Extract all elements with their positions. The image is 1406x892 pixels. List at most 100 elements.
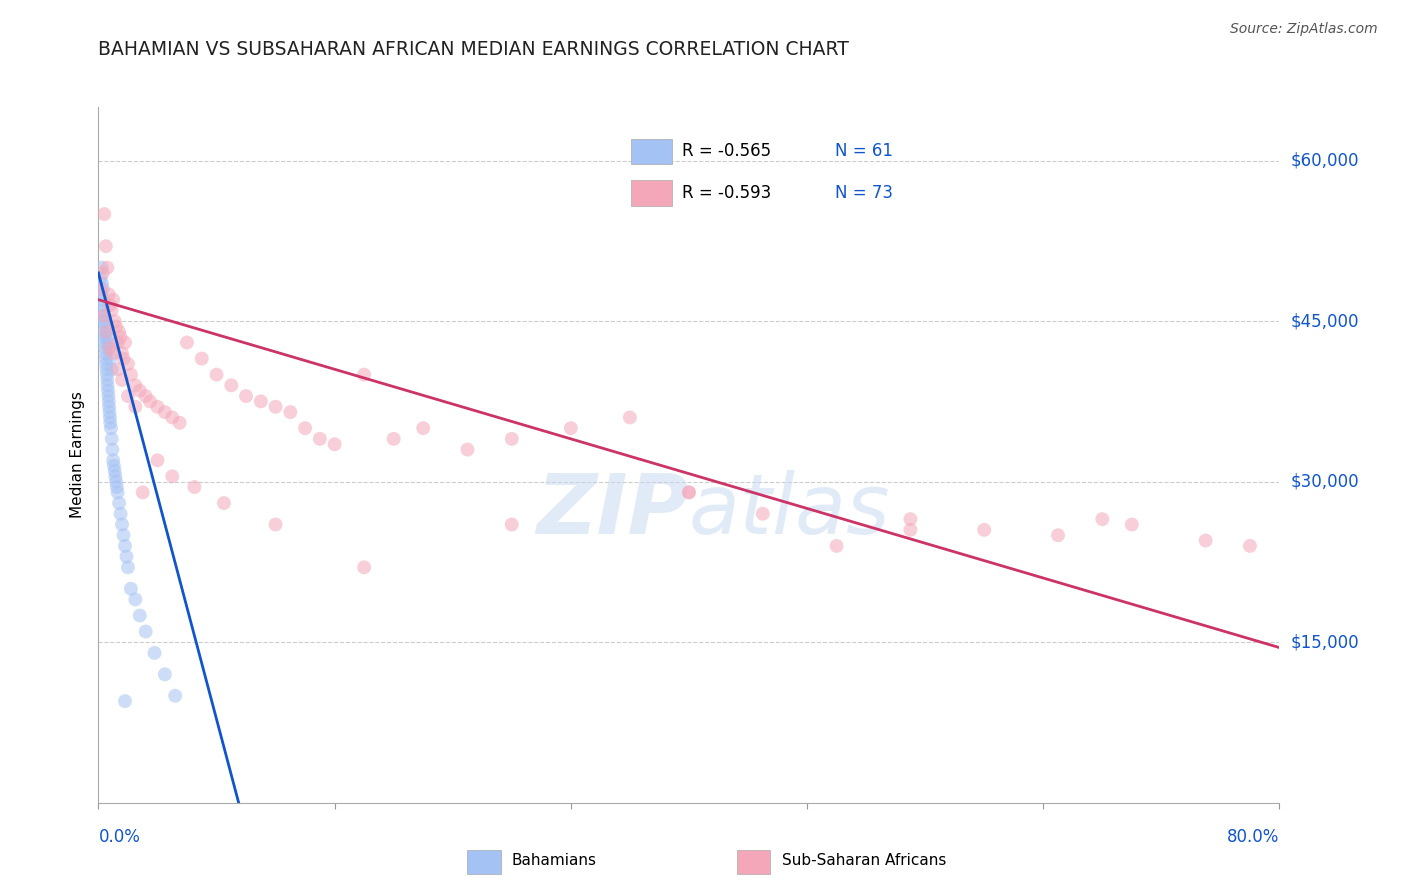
Point [94, 346, 117, 360]
Point [98, 400, 121, 414]
Point [117, 389, 139, 403]
Point [162, 410, 183, 425]
Text: N = 61: N = 61 [835, 143, 893, 161]
Point [183, 480, 205, 494]
Point [107, 335, 129, 350]
Bar [737, 849, 770, 874]
Text: 0.0%: 0.0% [98, 828, 141, 846]
Point [135, 389, 157, 403]
Bar [631, 180, 672, 206]
Point [117, 357, 139, 371]
Text: N = 73: N = 73 [835, 184, 893, 202]
Text: $45,000: $45,000 [1291, 312, 1360, 330]
Point [501, 517, 523, 532]
Bar [467, 849, 501, 874]
Point [98, 410, 121, 425]
Point [96, 368, 118, 382]
Point [93, 303, 115, 318]
Point [235, 389, 257, 403]
Point [114, 335, 136, 350]
Point [96, 325, 118, 339]
Point [128, 608, 150, 623]
Point [678, 485, 700, 500]
Point [97, 335, 120, 350]
Y-axis label: Median Earnings: Median Earnings [70, 392, 86, 518]
Point [105, 319, 128, 334]
Point [973, 523, 995, 537]
Point [825, 539, 848, 553]
Point [94, 341, 117, 355]
Point [94, 319, 117, 334]
Point [93, 309, 115, 323]
Point [264, 400, 287, 414]
Point [90, 260, 112, 275]
Point [146, 453, 169, 467]
Point [93, 330, 115, 344]
Point [124, 592, 146, 607]
Text: R = -0.565: R = -0.565 [682, 143, 770, 161]
Point [103, 293, 125, 307]
Point [96, 373, 118, 387]
Point [1046, 528, 1069, 542]
Text: $30,000: $30,000 [1291, 473, 1360, 491]
Point [1195, 533, 1218, 548]
Point [101, 442, 124, 457]
Point [135, 624, 157, 639]
Point [412, 421, 434, 435]
Point [132, 485, 155, 500]
Point [93, 335, 115, 350]
Point [162, 469, 183, 483]
Text: R = -0.593: R = -0.593 [682, 184, 770, 202]
Point [353, 368, 375, 382]
Point [103, 453, 125, 467]
Point [97, 389, 120, 403]
Point [900, 523, 922, 537]
Point [98, 341, 121, 355]
Point [98, 405, 121, 419]
Point [91, 293, 114, 307]
Point [165, 689, 187, 703]
Point [97, 384, 120, 398]
Point [96, 330, 118, 344]
Point [91, 266, 114, 280]
Text: Sub-Saharan Africans: Sub-Saharan Africans [782, 854, 946, 868]
Point [143, 646, 166, 660]
Point [98, 298, 121, 312]
Point [97, 287, 120, 301]
Point [93, 325, 115, 339]
Text: $60,000: $60,000 [1291, 152, 1360, 169]
Point [91, 277, 114, 291]
Point [104, 314, 127, 328]
Point [94, 357, 117, 371]
Point [146, 400, 169, 414]
Point [97, 378, 120, 392]
Point [124, 400, 146, 414]
Bar [631, 139, 672, 164]
Point [100, 362, 122, 376]
Point [100, 303, 122, 318]
Point [153, 667, 176, 681]
Point [98, 416, 121, 430]
Point [93, 207, 115, 221]
Point [108, 496, 131, 510]
Point [169, 416, 191, 430]
Point [107, 362, 129, 376]
Point [91, 298, 114, 312]
Point [456, 442, 478, 457]
Point [115, 549, 138, 564]
Text: atlas: atlas [689, 470, 890, 551]
Point [323, 437, 346, 451]
Point [1091, 512, 1114, 526]
Point [90, 282, 112, 296]
Point [97, 341, 120, 355]
Point [191, 351, 214, 366]
Point [114, 694, 136, 708]
Point [212, 496, 235, 510]
Point [1239, 539, 1261, 553]
Point [112, 528, 135, 542]
Point [108, 325, 131, 339]
Point [105, 480, 128, 494]
Point [124, 378, 146, 392]
Point [104, 464, 127, 478]
Point [111, 373, 134, 387]
